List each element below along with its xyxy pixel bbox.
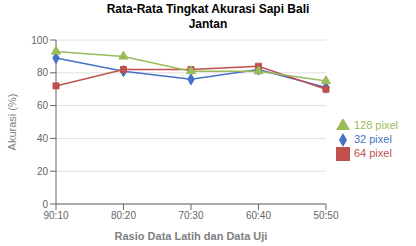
svg-text:90:10: 90:10: [43, 210, 68, 221]
svg-text:80: 80: [37, 67, 49, 78]
svg-text:20: 20: [37, 166, 49, 177]
svg-text:60:40: 60:40: [246, 210, 271, 221]
svg-text:40: 40: [37, 133, 49, 144]
svg-text:100: 100: [31, 35, 48, 46]
html-text:Rata-Rata Tingkat Akurasi Sapi: Rata-Rata Tingkat Akurasi Sapi Bali Jant…: [106, 2, 310, 31]
svg-text:Akurasi (%): Akurasi (%): [8, 94, 18, 151]
svg-text:50:50: 50:50: [313, 210, 338, 221]
svg-text:0: 0: [42, 199, 48, 210]
svg-text:80:20: 80:20: [111, 210, 136, 221]
svg-text:70:30: 70:30: [178, 210, 203, 221]
html-text:32 pixel: 32 pixel: [354, 133, 392, 145]
html-text:64 pixel: 64 pixel: [354, 147, 392, 159]
html-text:128 pixel: 128 pixel: [354, 118, 398, 131]
svg-text:Rasio Data Latih dan Data Uji: Rasio Data Latih dan Data Uji: [115, 230, 268, 242]
svg-text:60: 60: [37, 100, 49, 111]
